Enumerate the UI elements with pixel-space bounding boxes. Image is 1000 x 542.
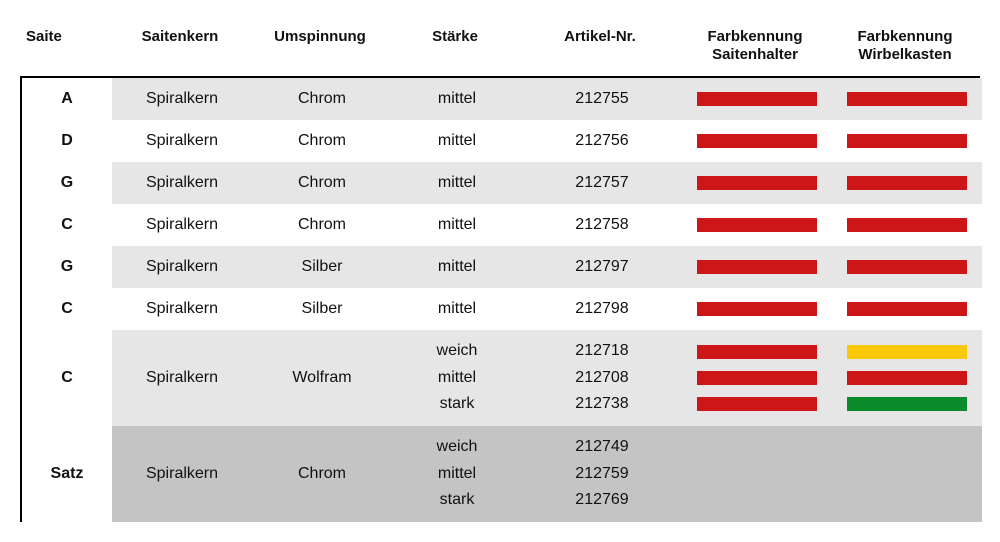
cell-farbkennung-wirbelkasten [832, 288, 982, 330]
cell-farbkennung-saitenhalter [682, 78, 832, 120]
color-swatch [697, 92, 817, 106]
cell-artikel: 212755 [522, 78, 682, 120]
cell-saite: Satz [22, 426, 112, 522]
cell-farbkennung-saitenhalter [682, 330, 832, 426]
header-staerke: Stärke [390, 20, 520, 76]
color-swatch [697, 345, 817, 359]
cell-farbkennung-saitenhalter [682, 204, 832, 246]
cell-farbkennung-saitenhalter [682, 246, 832, 288]
color-swatch [697, 134, 817, 148]
cell-farbkennung-saitenhalter [682, 120, 832, 162]
cell-staerke: mittel [392, 288, 522, 330]
cell-staerke: mittel [392, 204, 522, 246]
cell-saitenkern: Spiralkern [112, 246, 252, 288]
header-umspinnung: Umspinnung [250, 20, 390, 76]
color-swatch [697, 371, 817, 385]
cell-saitenkern: Spiralkern [112, 330, 252, 426]
cell-farbkennung-wirbelkasten [832, 426, 982, 522]
cell-umspinnung: Chrom [252, 204, 392, 246]
color-swatch [847, 260, 967, 274]
color-swatch [697, 397, 817, 411]
color-swatch [697, 218, 817, 232]
cell-artikel: 212758 [522, 204, 682, 246]
cell-farbkennung-wirbelkasten [832, 120, 982, 162]
color-swatch [847, 345, 967, 359]
cell-saite: C [22, 330, 112, 426]
color-swatch [697, 260, 817, 274]
cell-farbkennung-wirbelkasten [832, 204, 982, 246]
cell-saite: G [22, 162, 112, 204]
cell-farbkennung-saitenhalter [682, 162, 832, 204]
cell-umspinnung: Chrom [252, 120, 392, 162]
color-swatch [847, 92, 967, 106]
cell-staerke: mittel [392, 78, 522, 120]
color-swatch [847, 302, 967, 316]
cell-farbkennung-wirbelkasten [832, 246, 982, 288]
color-swatch [847, 371, 967, 385]
cell-saitenkern: Spiralkern [112, 78, 252, 120]
cell-artikel: 212798 [522, 288, 682, 330]
cell-saite: C [22, 204, 112, 246]
cell-umspinnung: Wolfram [252, 330, 392, 426]
cell-farbkennung-saitenhalter [682, 426, 832, 522]
header-saite: Saite [20, 20, 110, 76]
cell-artikel: 212718212708212738 [522, 330, 682, 426]
header-farbkennung-saitenhalter: FarbkennungSaitenhalter [680, 20, 830, 76]
color-swatch [847, 218, 967, 232]
header-saitenkern: Saitenkern [110, 20, 250, 76]
cell-saite: A [22, 78, 112, 120]
table-header-row: Saite Saitenkern Umspinnung Stärke Artik… [20, 20, 980, 76]
cell-umspinnung: Chrom [252, 162, 392, 204]
cell-farbkennung-saitenhalter [682, 288, 832, 330]
color-swatch [847, 176, 967, 190]
cell-umspinnung: Silber [252, 288, 392, 330]
cell-saite: D [22, 120, 112, 162]
cell-saitenkern: Spiralkern [112, 288, 252, 330]
cell-staerke: mittel [392, 162, 522, 204]
cell-saite: C [22, 288, 112, 330]
cell-staerke: mittel [392, 246, 522, 288]
color-swatch [697, 176, 817, 190]
cell-artikel: 212756 [522, 120, 682, 162]
cell-saitenkern: Spiralkern [112, 426, 252, 522]
cell-umspinnung: Chrom [252, 426, 392, 522]
cell-umspinnung: Chrom [252, 78, 392, 120]
cell-staerke: weichmittelstark [392, 426, 522, 522]
cell-saite: G [22, 246, 112, 288]
cell-farbkennung-wirbelkasten [832, 330, 982, 426]
color-swatch [847, 397, 967, 411]
cell-umspinnung: Silber [252, 246, 392, 288]
color-swatch [847, 134, 967, 148]
header-artikel: Artikel-Nr. [520, 20, 680, 76]
cell-saitenkern: Spiralkern [112, 162, 252, 204]
table-body: ASpiralkernChrommittel212755DSpiralkernC… [20, 76, 980, 522]
cell-staerke: weichmittelstark [392, 330, 522, 426]
cell-farbkennung-wirbelkasten [832, 78, 982, 120]
cell-artikel: 212749212759212769 [522, 426, 682, 522]
strings-table: Saite Saitenkern Umspinnung Stärke Artik… [20, 20, 980, 522]
color-swatch [697, 302, 817, 316]
header-farbkennung-wirbelkasten: FarbkennungWirbelkasten [830, 20, 980, 76]
cell-artikel: 212757 [522, 162, 682, 204]
cell-saitenkern: Spiralkern [112, 120, 252, 162]
cell-artikel: 212797 [522, 246, 682, 288]
cell-farbkennung-wirbelkasten [832, 162, 982, 204]
cell-staerke: mittel [392, 120, 522, 162]
cell-saitenkern: Spiralkern [112, 204, 252, 246]
